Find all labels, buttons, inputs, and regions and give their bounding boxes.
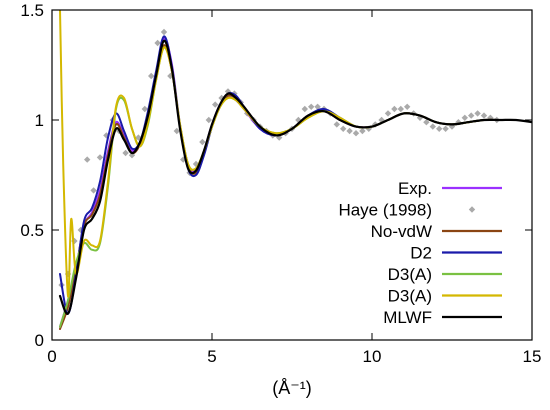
x-axis-title: (Å⁻¹) [272,378,312,398]
series-haye-1998-point [212,101,219,108]
series-haye-1998-point [333,121,340,128]
series-line-exp-0 [59,37,501,328]
legend-label: Haye (1998) [338,201,432,220]
series-haye-1998-point [442,125,449,132]
x-tick-label: 5 [207,347,216,366]
series-haye-1998-point [404,103,411,110]
haye-markers-layer [58,28,500,289]
series-haye-1998-point [346,127,353,135]
series-haye-1998-point [436,125,443,132]
legend-label: No-vdW [371,222,432,241]
series-haye-1998-point [468,112,475,119]
series-haye-1998-point [474,110,481,117]
series-line-no-vdw-2 [59,44,501,330]
series-haye-1998-point [141,105,148,113]
x-tick-label: 0 [47,347,56,366]
series-haye-1998-point [314,103,321,110]
y-tick-label: 0 [35,331,44,350]
series-haye-1998-point [84,156,91,163]
series-haye-1998-point [480,112,488,119]
series-haye-1998-point [224,88,232,95]
plot-frame [51,9,533,341]
x-tick-label: 15 [523,347,542,366]
legend-label: D3(A) [388,287,432,306]
series-haye-1998-point [384,110,392,117]
y-tick-label: 1.5 [20,1,44,20]
legend-label: D3(A) [388,265,432,284]
y-tick-label: 1 [35,111,44,130]
x-tick-label: 10 [363,347,382,366]
series-haye-1998-point [423,119,430,126]
series-haye-1998-point [148,72,155,80]
series-haye-1998-point [205,116,212,124]
series-haye-1998-point [199,138,206,146]
series-haye-1998-point [429,123,436,130]
series-haye-1998-point [96,154,104,161]
series-haye-1998-point [122,149,129,157]
series-haye-1998-point [397,105,404,113]
legend-label: MLWF [383,308,432,327]
series-haye-1998-point [340,125,347,132]
series-haye-1998-point [160,28,168,36]
legend: Exp. Haye (1998) No-vdW D2 D3(A) D3(A) MLWF [338,179,502,327]
series-haye-1998-point [391,105,398,113]
series-line-d2-3 [59,35,501,315]
series-haye-1998-point [173,127,180,135]
series-line-mlwf-6 [58,39,532,315]
legend-label: Exp. [398,179,432,198]
series-haye-1998-point [308,103,315,110]
legend-label: D2 [410,244,432,263]
y-tick-label: 0.5 [20,221,44,240]
series-haye-1998-point [301,105,308,113]
series-haye-1998-point [154,39,161,47]
series-haye-1998-point [71,237,78,245]
series-lines-layer [58,10,532,330]
series-haye-1998-point [192,160,200,168]
series-haye-1998-point [352,130,360,137]
series-haye-1998-point [416,114,424,121]
legend-swatch-marker [468,206,476,213]
series-haye-1998-point [90,187,97,194]
series-haye-1998-point [359,127,366,135]
axis-ticks: 0 5 10 15 0 0.5 1 1.5 [20,1,541,366]
series-haye-1998-point [461,114,468,121]
series-line-d3-a-4 [59,46,501,328]
series-haye-1998-point [77,226,84,234]
